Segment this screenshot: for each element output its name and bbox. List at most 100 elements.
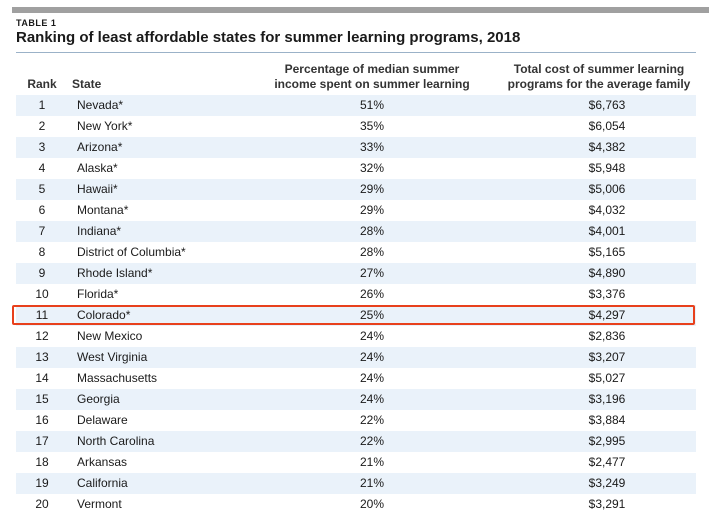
cell-rank: 2 bbox=[38, 119, 46, 133]
header-rank: Rank bbox=[27, 77, 57, 91]
header-state: State bbox=[72, 77, 102, 91]
cell-percentage: 26% bbox=[359, 287, 385, 301]
cell-percentage: 28% bbox=[359, 245, 385, 259]
table-body: 1 Nevada* 51% $6,763 2 New York* 35% $6,054 3 Ari… bbox=[16, 95, 696, 515]
cell-state: Rhode Island* bbox=[77, 266, 153, 280]
table-row: 8 District of Columbia* 28% $5,165 bbox=[16, 242, 696, 263]
cell-total-cost: $6,054 bbox=[588, 119, 626, 133]
table-title: Ranking of least affordable states for s… bbox=[16, 29, 521, 46]
cell-state: Montana* bbox=[77, 203, 129, 217]
cell-total-cost: $4,890 bbox=[588, 266, 626, 280]
cell-state: Alaska* bbox=[77, 161, 118, 175]
cell-rank: 3 bbox=[38, 140, 46, 154]
cell-percentage: 21% bbox=[359, 476, 385, 490]
table-row: 9 Rhode Island* 27% $4,890 bbox=[16, 263, 696, 284]
header-rule bbox=[16, 52, 696, 53]
cell-total-cost: $3,291 bbox=[588, 497, 626, 511]
cell-state: California bbox=[77, 476, 128, 490]
cell-percentage: 51% bbox=[359, 98, 385, 112]
cell-total-cost: $3,376 bbox=[588, 287, 626, 301]
cell-state: Nevada* bbox=[77, 98, 124, 112]
cell-state: Indiana* bbox=[77, 224, 122, 238]
table-row: 4 Alaska* 32% $5,948 bbox=[16, 158, 696, 179]
table-row: 20 Vermont 20% $3,291 bbox=[16, 494, 696, 515]
cell-rank: 20 bbox=[35, 497, 49, 511]
cell-total-cost: $3,249 bbox=[588, 476, 626, 490]
cell-rank: 15 bbox=[35, 392, 49, 406]
cell-total-cost: $4,032 bbox=[588, 203, 626, 217]
table-row: 12 New Mexico 24% $2,836 bbox=[16, 326, 696, 347]
cell-state: Hawaii* bbox=[77, 182, 118, 196]
cell-percentage: 24% bbox=[359, 350, 385, 364]
cell-total-cost: $3,196 bbox=[588, 392, 626, 406]
cell-state: New Mexico bbox=[77, 329, 143, 343]
cell-percentage: 20% bbox=[359, 497, 385, 511]
cell-percentage: 24% bbox=[359, 371, 385, 385]
cell-state: Vermont bbox=[77, 497, 122, 511]
cell-state: Delaware bbox=[77, 413, 128, 427]
cell-rank: 13 bbox=[35, 350, 49, 364]
cell-rank: 1 bbox=[38, 98, 46, 112]
cell-percentage: 24% bbox=[359, 392, 385, 406]
cell-state: Florida* bbox=[77, 287, 119, 301]
top-rule bbox=[12, 7, 709, 13]
table-row: 14 Massachusetts 24% $5,027 bbox=[16, 368, 696, 389]
cell-state: North Carolina bbox=[77, 434, 155, 448]
cell-total-cost: $5,165 bbox=[588, 245, 626, 259]
cell-rank: 4 bbox=[38, 161, 46, 175]
cell-percentage: 27% bbox=[359, 266, 385, 280]
cell-total-cost: $2,836 bbox=[588, 329, 626, 343]
cell-rank: 5 bbox=[38, 182, 46, 196]
cell-total-cost: $2,477 bbox=[588, 455, 626, 469]
cell-total-cost: $2,995 bbox=[588, 434, 626, 448]
cell-total-cost: $4,297 bbox=[588, 308, 626, 322]
table-row: 15 Georgia 24% $3,196 bbox=[16, 389, 696, 410]
cell-state: Georgia bbox=[77, 392, 120, 406]
cell-rank: 19 bbox=[35, 476, 49, 490]
cell-state: District of Columbia* bbox=[77, 245, 186, 259]
cell-rank: 17 bbox=[35, 434, 49, 448]
cell-percentage: 22% bbox=[359, 434, 385, 448]
cell-percentage: 21% bbox=[359, 455, 385, 469]
cell-rank: 6 bbox=[38, 203, 46, 217]
cell-state: Arkansas bbox=[77, 455, 128, 469]
cell-total-cost: $3,207 bbox=[588, 350, 626, 364]
cell-rank: 9 bbox=[38, 266, 46, 280]
cell-total-cost: $5,006 bbox=[588, 182, 626, 196]
table-row: 2 New York* 35% $6,054 bbox=[16, 116, 696, 137]
table-row: 6 Montana* 29% $4,032 bbox=[16, 200, 696, 221]
cell-total-cost: $3,884 bbox=[588, 413, 626, 427]
table-row: 3 Arizona* 33% $4,382 bbox=[16, 137, 696, 158]
cell-total-cost: $4,001 bbox=[588, 224, 626, 238]
cell-percentage: 28% bbox=[359, 224, 385, 238]
table-row: 10 Florida* 26% $3,376 bbox=[16, 284, 696, 305]
cell-state: Arizona* bbox=[77, 140, 123, 154]
cell-percentage: 32% bbox=[359, 161, 385, 175]
table-row: 16 Delaware 22% $3,884 bbox=[16, 410, 696, 431]
cell-rank: 8 bbox=[38, 245, 46, 259]
table-row: 5 Hawaii* 29% $5,006 bbox=[16, 179, 696, 200]
cell-rank: 18 bbox=[35, 455, 49, 469]
cell-rank: 16 bbox=[35, 413, 49, 427]
header-total-cost: Total cost of summer learning programs f… bbox=[507, 62, 691, 91]
cell-percentage: 29% bbox=[359, 182, 385, 196]
cell-state: New York* bbox=[77, 119, 133, 133]
cell-total-cost: $4,382 bbox=[588, 140, 626, 154]
cell-rank: 10 bbox=[35, 287, 49, 301]
table-header: Rank State Percentage of median summer i… bbox=[16, 56, 696, 106]
cell-percentage: 35% bbox=[359, 119, 385, 133]
cell-state: West Virginia bbox=[77, 350, 148, 364]
cell-percentage: 33% bbox=[359, 140, 385, 154]
table-row: 13 West Virginia 24% $3,207 bbox=[16, 347, 696, 368]
table-row: 7 Indiana* 28% $4,001 bbox=[16, 221, 696, 242]
cell-percentage: 22% bbox=[359, 413, 385, 427]
cell-state: Colorado* bbox=[77, 308, 131, 322]
table-row: 18 Arkansas 21% $2,477 bbox=[16, 452, 696, 473]
table-row: 19 California 21% $3,249 bbox=[16, 473, 696, 494]
cell-rank: 12 bbox=[35, 329, 49, 343]
cell-total-cost: $5,027 bbox=[588, 371, 626, 385]
cell-total-cost: $6,763 bbox=[588, 98, 626, 112]
table-row: 1 Nevada* 51% $6,763 bbox=[16, 95, 696, 116]
cell-percentage: 29% bbox=[359, 203, 385, 217]
cell-state: Massachusetts bbox=[77, 371, 158, 385]
